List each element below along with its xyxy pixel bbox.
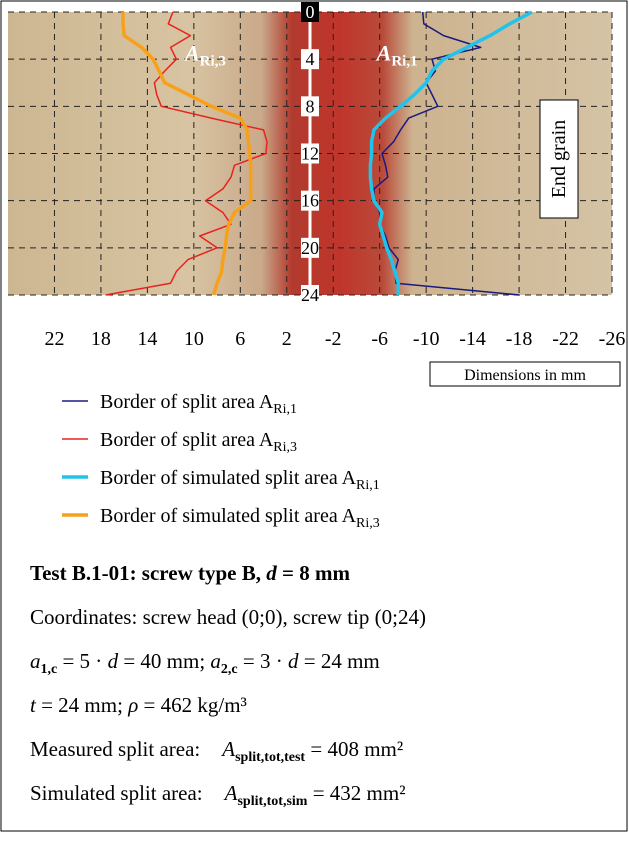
y-tick-label: 16 bbox=[301, 191, 319, 211]
note-segment: = 24 mm bbox=[298, 649, 379, 673]
annotation: ARi,3 bbox=[183, 40, 226, 69]
annotation-sub: Ri,3 bbox=[200, 53, 226, 69]
note-box bbox=[429, 361, 621, 387]
legend-sub: Ri,3 bbox=[356, 516, 380, 531]
y-tick-bg bbox=[301, 237, 319, 258]
note-line: Coordinates: screw head (0;0), screw tip… bbox=[30, 605, 426, 629]
legend-entry: Border of simulated split area ARi,1 bbox=[100, 467, 380, 493]
note-segment: Coordinates: screw head (0;0), screw tip… bbox=[30, 605, 426, 629]
x-note: Dimensions in mm bbox=[464, 367, 586, 384]
note-line: Test B.1-01: screw type B, d = 8 mm bbox=[30, 561, 350, 585]
y-tick-bg bbox=[301, 96, 319, 117]
legend-entry: Border of split area ARi,3 bbox=[100, 429, 297, 455]
x-tick-label: -26 bbox=[599, 328, 626, 350]
note-segment: A bbox=[223, 781, 238, 805]
y-tick-label: 20 bbox=[301, 238, 319, 258]
note-segment: 1,c bbox=[41, 662, 58, 677]
note-segment: ρ bbox=[127, 693, 138, 717]
series-line bbox=[368, 10, 533, 295]
x-tick-label: 2 bbox=[282, 328, 292, 350]
x-tick-label: -10 bbox=[413, 328, 440, 350]
annotation-symbol: A bbox=[375, 40, 392, 65]
y-tick-label: 0 bbox=[306, 2, 315, 22]
legend-sub: Ri,3 bbox=[273, 440, 297, 455]
x-tick-label: 14 bbox=[137, 328, 157, 350]
x-tick-label: -2 bbox=[325, 328, 342, 350]
y-tick-bg bbox=[301, 285, 319, 305]
note-line: Measured split area: Asplit,tot,test = 40… bbox=[30, 737, 403, 765]
legend-entry: Border of split area ARi,1 bbox=[100, 391, 297, 417]
note-segment: = 3 · bbox=[238, 649, 288, 673]
note-segment: a bbox=[210, 649, 221, 673]
annotation: ARi,1 bbox=[375, 40, 418, 69]
y-tick-bg bbox=[301, 49, 319, 70]
x-tick-label: 18 bbox=[91, 328, 111, 350]
notes: Test B.1-01: screw type B, d = 8 mm Coord… bbox=[30, 561, 426, 809]
legend-name: Border of simulated split area A bbox=[100, 505, 357, 527]
note-segment: = 24 mm; bbox=[36, 693, 128, 717]
legend-name: Border of simulated split area A bbox=[100, 467, 357, 489]
side-label: End grain bbox=[548, 120, 570, 198]
note-segment: d bbox=[288, 649, 299, 673]
note-segment: = 462 kg/m³ bbox=[138, 693, 247, 717]
x-tick-label: 6 bbox=[235, 328, 245, 350]
y-tick-label: 12 bbox=[301, 144, 319, 164]
legend-name: Border of split area A bbox=[100, 391, 274, 413]
note-segment: Measured split area: bbox=[30, 737, 200, 761]
note-line: t = 24 mm; ρ = 462 kg/m³ bbox=[30, 693, 247, 717]
x-tick-label: 22 bbox=[44, 328, 64, 350]
note-segment: = 40 mm; bbox=[118, 649, 210, 673]
y-tick-label: 24 bbox=[301, 285, 319, 305]
note-segment: = 8 mm bbox=[277, 561, 351, 585]
annotation-symbol: A bbox=[183, 40, 200, 65]
note-segment: a bbox=[30, 649, 41, 673]
note-line: a1,c = 5 · d = 40 mm; a2,c = 3 · d = 24 … bbox=[30, 649, 380, 677]
note-segment: d bbox=[266, 561, 277, 585]
x-tick-label: -6 bbox=[371, 328, 388, 350]
note-segment: = 5 · bbox=[57, 649, 107, 673]
note-segment: = 432 mm² bbox=[307, 781, 405, 805]
series-line bbox=[373, 11, 520, 296]
series-line bbox=[105, 11, 268, 296]
note-segment: t bbox=[30, 693, 37, 717]
y-tick-label: 4 bbox=[306, 49, 315, 69]
note-segment: 2,c bbox=[221, 662, 238, 677]
x-tick-label: -18 bbox=[506, 328, 533, 350]
annotation-sub: Ri,1 bbox=[391, 53, 417, 69]
note-segment: d bbox=[108, 649, 119, 673]
y-tick-bg bbox=[301, 2, 319, 22]
note-segment: Simulated split area: bbox=[30, 781, 203, 805]
note-segment: Test B.1-01: screw type B, bbox=[30, 561, 266, 585]
y-tick-bg bbox=[301, 190, 319, 211]
x-tick-label: -14 bbox=[459, 328, 486, 350]
legend-sub: Ri,1 bbox=[273, 402, 297, 417]
note-segment: split,tot,test bbox=[235, 750, 305, 765]
note-segment: A bbox=[220, 737, 235, 761]
x-tick-label: 10 bbox=[184, 328, 204, 350]
side-box bbox=[539, 99, 579, 219]
note-segment: = 408 mm² bbox=[305, 737, 403, 761]
plot: 0 4 8 12 16 20 24 22 18 14 10 6 2 -2 -6 -10 -14 -18 -22 -26… bbox=[8, 2, 625, 531]
y-tick-bg bbox=[301, 143, 319, 164]
y-tick-label: 8 bbox=[306, 96, 315, 116]
series-line bbox=[121, 12, 253, 296]
note-line: Simulated split area: Asplit,tot,sim = 43… bbox=[30, 781, 406, 809]
legend-entry: Border of simulated split area ARi,3 bbox=[100, 505, 380, 531]
x-tick-label: -22 bbox=[552, 328, 579, 350]
note-segment: split,tot,sim bbox=[237, 794, 307, 809]
legend-name: Border of split area A bbox=[100, 429, 274, 451]
legend-sub: Ri,1 bbox=[356, 478, 380, 493]
